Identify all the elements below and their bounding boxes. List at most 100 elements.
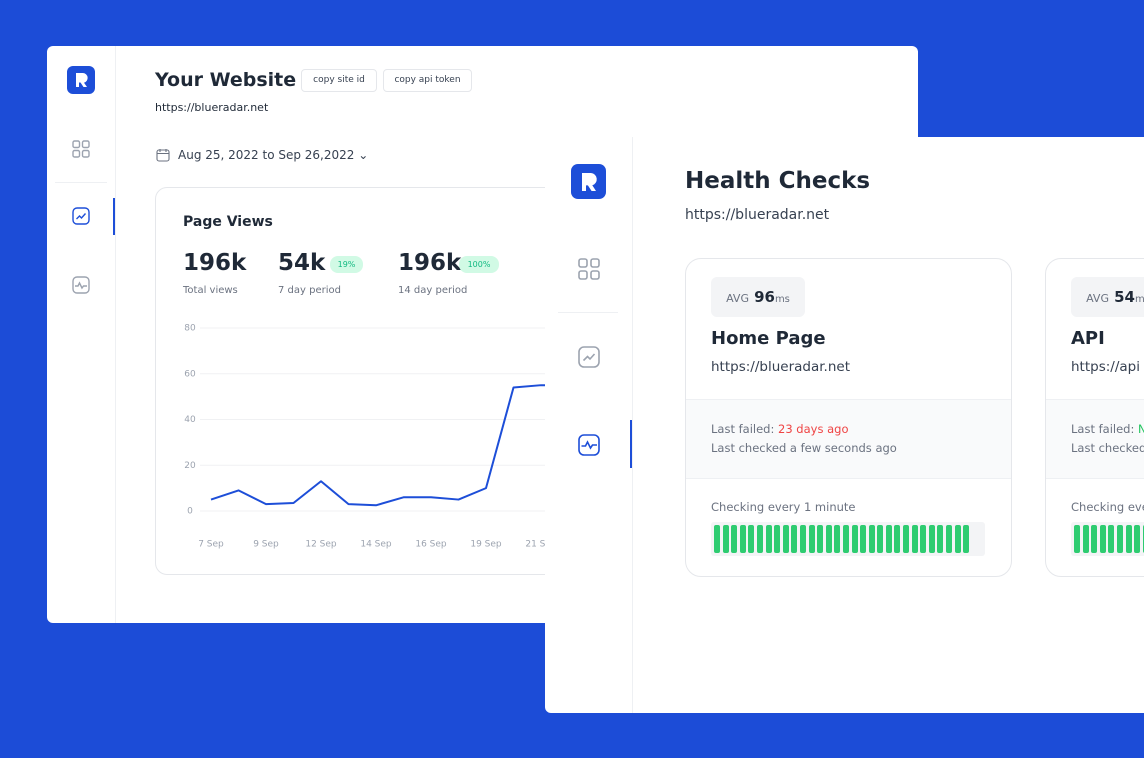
x-tick-label: 7 Sep [198,540,224,550]
y-tick-label: 80 [184,324,196,334]
status-section: Last failed: N Last checked [1046,399,1144,479]
check-interval: Checking eve [1071,500,1144,514]
uptime-bar [1116,525,1123,553]
y-tick-label: 40 [184,415,196,425]
uptime-bar [963,525,970,553]
page-url: https://blueradar.net [685,207,830,223]
stat-badge: 19% [330,256,363,273]
uptime-bar [714,525,720,553]
x-tick-label: 21 Sep [525,540,557,550]
last-failed-label: Last failed: [1071,422,1135,436]
uptime-bar [799,525,806,553]
stat-badge: 100% [459,256,499,273]
logo [571,164,606,199]
uptime-bars [711,522,985,556]
x-tick-label: 16 Sep [415,540,447,550]
avg-value: 96 [754,288,775,306]
uptime-bar [722,525,729,553]
check-name: Home Page [711,328,826,349]
uptime-bar [842,525,849,553]
calendar-icon [156,149,170,162]
stat-label: 7 day period [278,285,341,296]
x-tick-label: 19 Sep [470,540,502,550]
check-url: https://blueradar.net [711,359,850,375]
dashboard-icon[interactable] [577,257,601,281]
health-icon[interactable] [578,434,600,456]
check-card[interactable]: AVG 54ms API https://api Last failed: N … [1045,258,1144,577]
uptime-bar [851,525,858,553]
uptime-bars [1071,522,1144,556]
uptime-bar [885,525,892,553]
uptime-bar [1082,525,1089,553]
uptime-bar [1134,525,1141,553]
uptime-bar [731,525,738,553]
y-tick-label: 0 [187,507,193,517]
uptime-bar [920,525,927,553]
check-interval: Checking every 1 minute [711,500,856,514]
uptime-bar [808,525,815,553]
uptime-bar [1108,525,1115,553]
avg-label: AVG [1086,292,1109,305]
uptime-bar [928,525,935,553]
y-tick-label: 60 [184,369,196,379]
site-url: https://blueradar.net [155,101,269,114]
uptime-bar [782,525,789,553]
uptime-bar [1074,525,1080,553]
uptime-bar [834,525,841,553]
uptime-bar [1091,525,1098,553]
x-tick-label: 12 Sep [305,540,337,550]
copy-button[interactable]: copy api token [383,69,472,92]
sidebar [545,137,633,713]
status-section: Last failed: 23 days ago Last checked a … [686,399,1011,479]
uptime-bar [946,525,953,553]
uptime-bar [954,525,961,553]
uptime-bar [1142,525,1144,553]
analytics-icon[interactable] [578,346,600,368]
page-title: Health Checks [685,168,871,194]
check-url: https://api [1071,359,1140,375]
stat-value: 196k [398,250,462,276]
avg-unit: ms [1134,294,1144,305]
line [210,384,569,507]
health-window: Health Checks https://blueradar.net AVG … [545,137,1144,713]
last-checked: Last checked [1071,441,1144,455]
x-tick-label: 14 Sep [360,540,392,550]
site-title: Your Website [155,69,297,91]
stat-value: 196k [183,250,247,276]
stat-label: 14 day period [398,285,468,296]
uptime-bar [894,525,901,553]
check-name: API [1071,328,1105,349]
card-title: Page Views [183,214,273,230]
stat-value: 54k [278,250,326,276]
dashboard-icon[interactable] [71,139,91,159]
uptime-bar [765,525,772,553]
copy-button[interactable]: copy site id [301,69,377,92]
uptime-bar [739,525,746,553]
uptime-bar [748,525,755,553]
date-range[interactable]: Aug 25, 2022 to Sep 26,2022 ⌄ [178,148,369,162]
uptime-bar [756,525,763,553]
uptime-bar [1099,525,1106,553]
uptime-bar [817,525,824,553]
uptime-bar [911,525,918,553]
logo [67,66,95,94]
check-card[interactable]: AVG 96ms Home Page https://blueradar.net… [685,258,1012,577]
uptime-bar [937,525,944,553]
avg-unit: ms [774,294,790,305]
sidebar [47,46,116,623]
uptime-bar [868,525,875,553]
last-failed: Last failed: 23 days ago [711,422,849,436]
last-failed: Last failed: N [1071,422,1144,436]
avg-value: 54 [1114,288,1135,306]
avg-badge: AVG 54ms [1071,277,1144,317]
uptime-bar [774,525,781,553]
last-failed-value: 23 days ago [778,422,849,436]
stat-label: Total views [183,285,238,296]
uptime-bar [825,525,832,553]
uptime-bar [877,525,884,553]
uptime-bar [903,525,910,553]
health-icon[interactable] [72,276,90,294]
analytics-icon[interactable] [72,207,90,225]
y-tick-label: 20 [184,461,196,471]
